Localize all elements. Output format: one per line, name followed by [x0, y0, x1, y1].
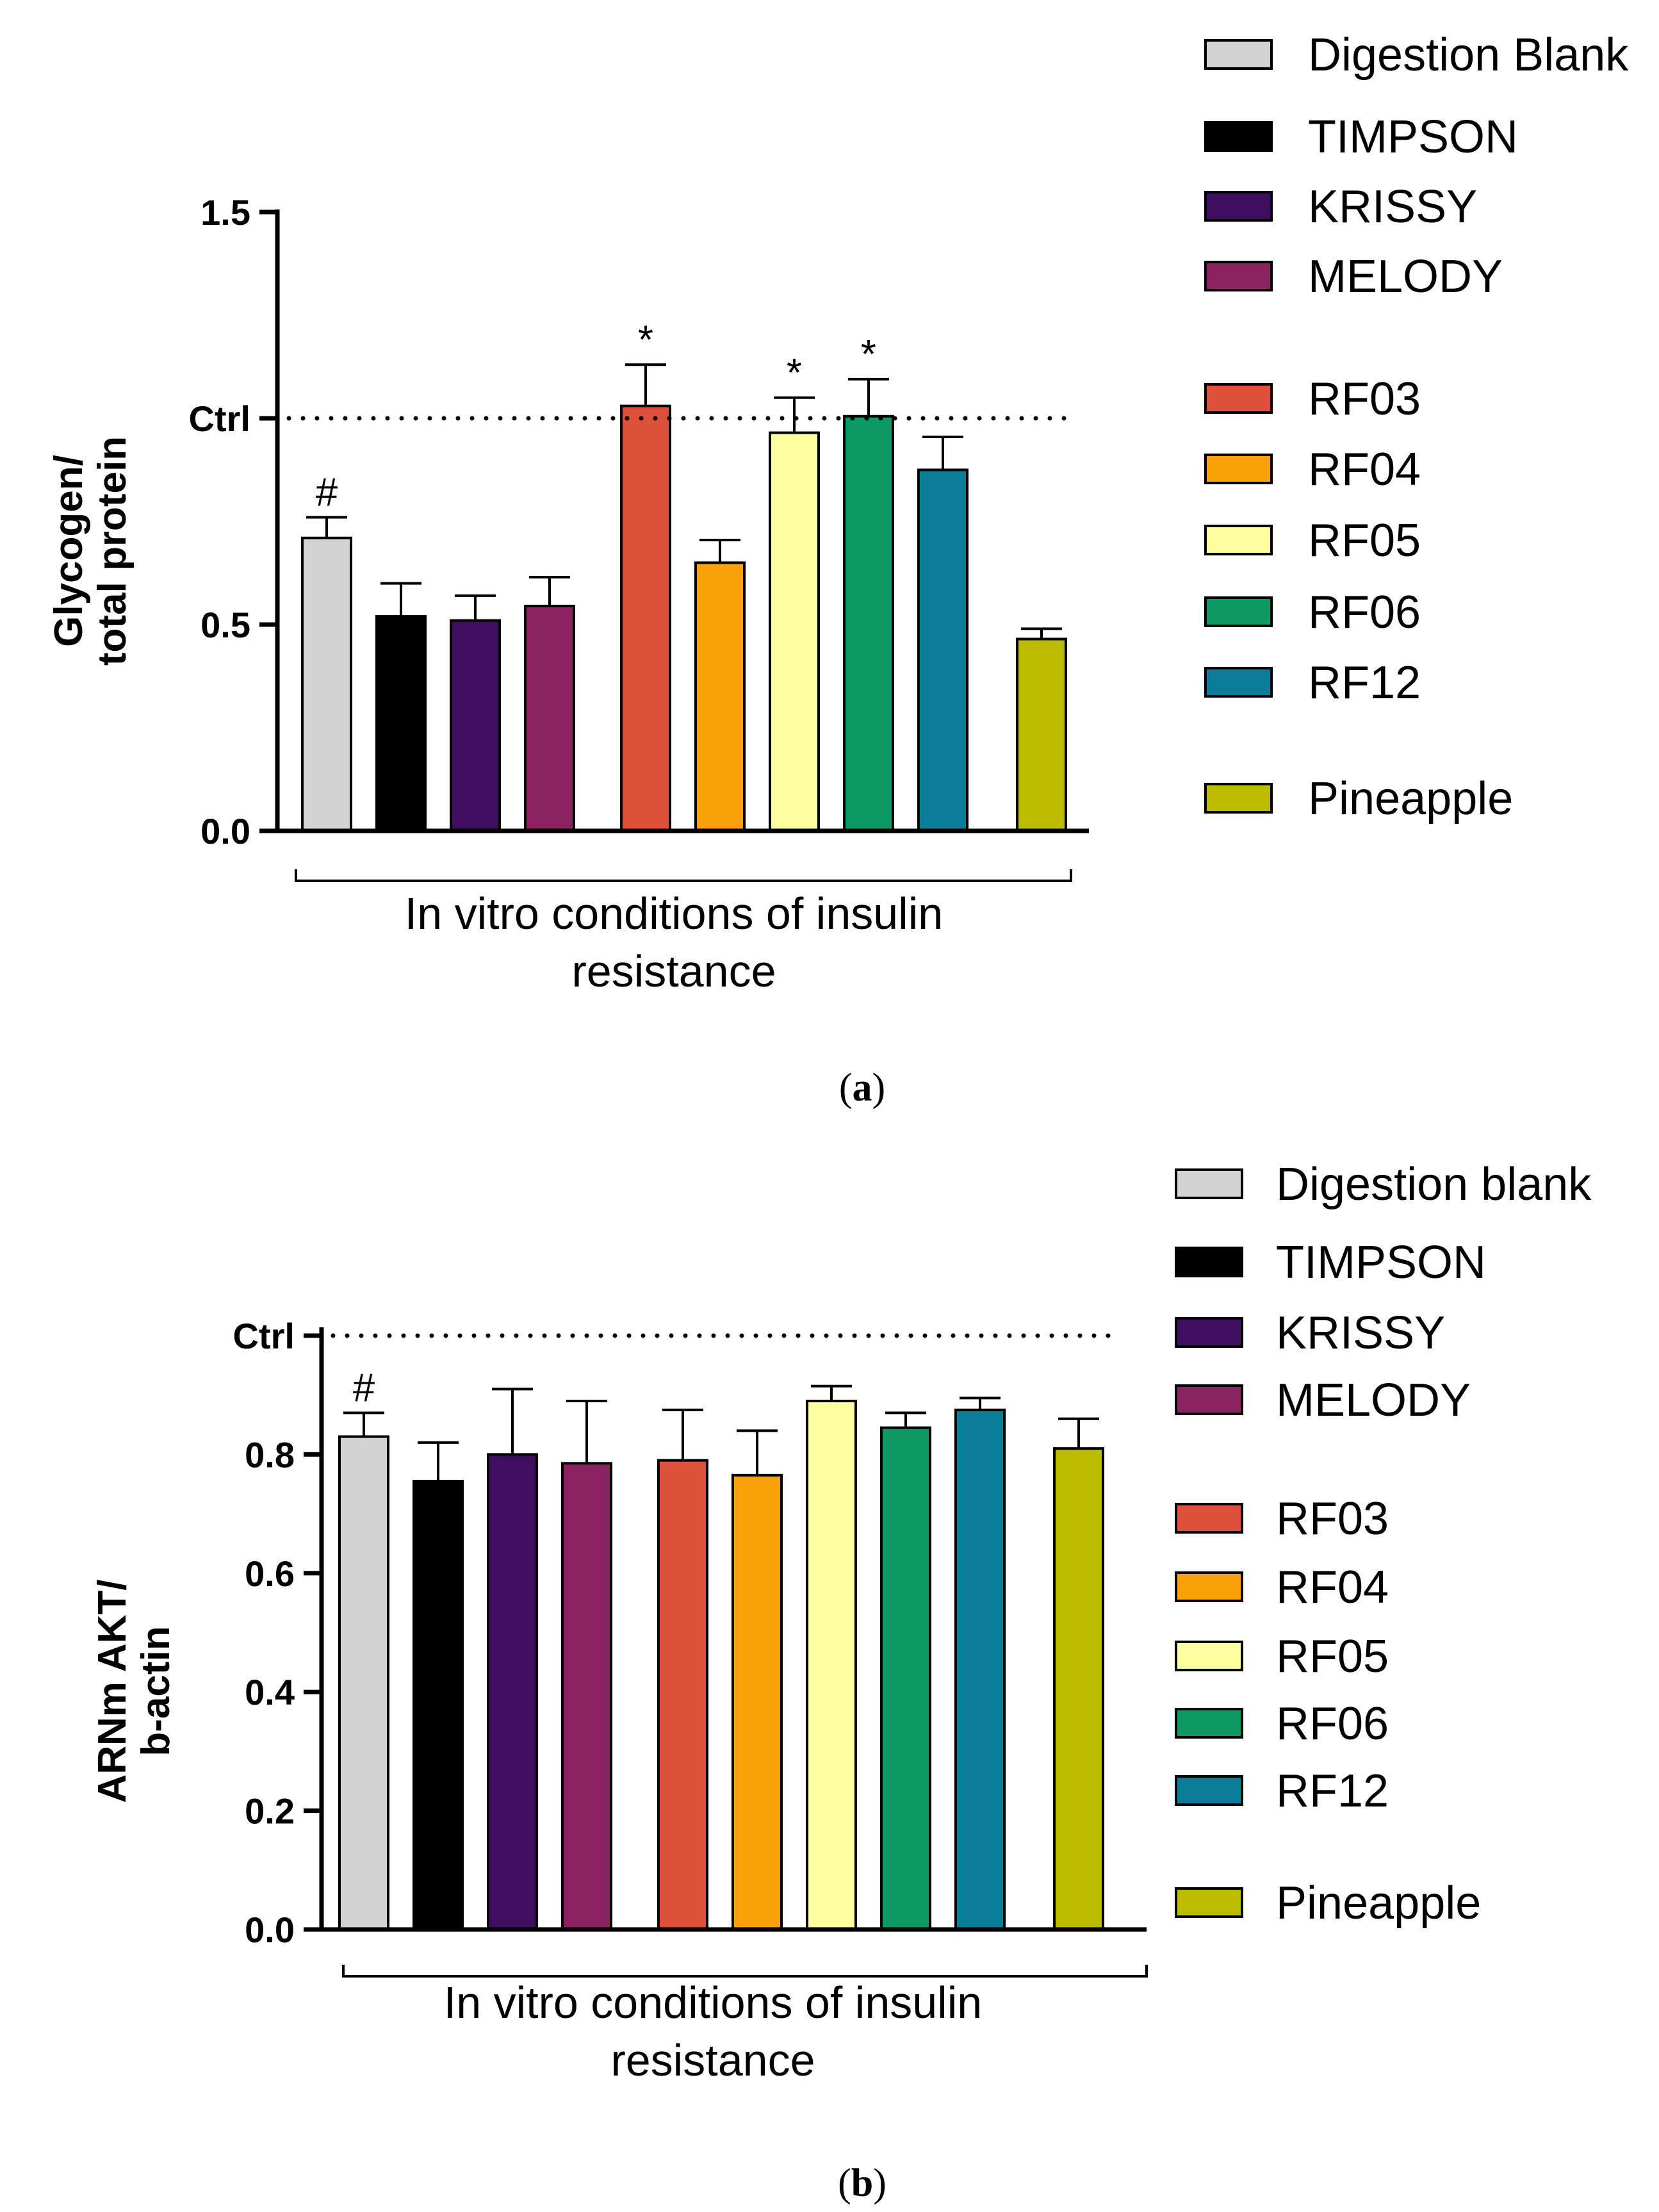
bar-a-4: [620, 404, 671, 832]
legend-label-a-6: RF05: [1308, 515, 1421, 566]
legend-label-a-4: RF03: [1308, 373, 1421, 425]
legend-swatch-b-2: [1175, 1317, 1243, 1348]
legend-label-a-0: Digestion Blank: [1308, 29, 1629, 81]
legend-label-b-4: RF03: [1276, 1493, 1389, 1544]
legend-swatch-b-6: [1175, 1641, 1243, 1671]
panel-a-y-axis-title-line1: Glycogen/: [47, 455, 91, 647]
group-bracket-a: [295, 869, 1072, 882]
legend-swatch-b-0: [1175, 1168, 1243, 1199]
panel-b-legend: Digestion blank TIMPSON KRISSY MELODY RF03 RF…: [1175, 1159, 1592, 1929]
panel-b-caption-letter: b: [851, 2161, 873, 2205]
panel-b-axes: 0.0 0.2 0.4 0.6 0.8 Ctrl: [233, 1316, 1148, 1978]
legend-label-a-7: RF06: [1308, 587, 1421, 638]
panel-a-legend: Digestion Blank TIMPSON KRISSY MELODY RF03 RF…: [1204, 29, 1629, 824]
bar-b-3: [561, 1462, 612, 1931]
y-tick-label-a-0: 0.0: [200, 811, 250, 851]
annotation-b-0: #: [353, 1366, 375, 1411]
bar-a-2: [450, 619, 501, 832]
panel-a-y-axis-title-line2: total protein: [90, 436, 135, 666]
y-tick-label-b-1: 0.2: [245, 1791, 295, 1831]
annotation-a-6: *: [787, 351, 802, 395]
legend-label-b-5: RF04: [1276, 1562, 1389, 1613]
bar-b-4: [657, 1459, 708, 1931]
y-tick-label-b-0: 0.0: [245, 1910, 295, 1950]
legend-swatch-b-5: [1175, 1571, 1243, 1602]
legend-label-b-6: RF05: [1276, 1631, 1389, 1682]
legend-label-b-1: TIMPSON: [1276, 1237, 1486, 1288]
legend-swatch-a-7: [1204, 596, 1273, 627]
panel-a-x-group-label-line1: In vitro conditions of insulin: [405, 889, 943, 938]
panel-a-x-group-label-line2: resistance: [571, 946, 776, 996]
bar-b-7: [880, 1426, 931, 1931]
legend-label-a-2: KRISSY: [1308, 181, 1477, 233]
panel-a-glycogen-chart: # * * * 0.0 0.5 1.5 Ctrl Glycogen/ total prote…: [47, 29, 1629, 1110]
legend-label-a-3: MELODY: [1308, 251, 1503, 302]
legend-label-a-1: TIMPSON: [1308, 111, 1518, 163]
ctrl-label-b: Ctrl: [233, 1316, 295, 1356]
bar-a-9: [1016, 637, 1067, 832]
legend-label-b-8: RF12: [1276, 1766, 1389, 1817]
panel-a-bars: # * * *: [301, 318, 1067, 833]
annotation-a-0: #: [316, 471, 338, 515]
bar-a-1: [375, 615, 427, 832]
y-tick-label-a-2: 1.5: [200, 192, 250, 233]
legend-swatch-a-9: [1204, 783, 1273, 814]
legend-label-b-0: Digestion blank: [1276, 1159, 1592, 1210]
bar-b-9: [1053, 1447, 1104, 1931]
y-tick-label-a-1: 0.5: [200, 605, 250, 645]
legend-swatch-a-4: [1204, 383, 1273, 414]
y-tick-label-b-3: 0.6: [245, 1553, 295, 1594]
legend-swatch-a-5: [1204, 454, 1273, 484]
legend-swatch-a-1: [1204, 121, 1273, 152]
panel-b-x-group-label-line2: resistance: [610, 2035, 815, 2085]
group-bracket-b: [342, 1965, 1148, 1978]
bar-a-7: [843, 414, 894, 832]
ctrl-label-a: Ctrl: [189, 398, 250, 439]
legend-swatch-a-8: [1204, 667, 1273, 698]
panel-a-caption: (a): [839, 1066, 885, 1110]
panel-a-axes: 0.0 0.5 1.5 Ctrl: [189, 192, 1089, 882]
y-tick-label-b-2: 0.4: [245, 1672, 295, 1712]
panel-b-x-group-label-line1: In vitro conditions of insulin: [444, 1978, 982, 2028]
panel-b-y-axis-title-line2: b-actin: [134, 1626, 178, 1756]
legend-label-a-9: Pineapple: [1308, 773, 1513, 824]
bar-b-2: [487, 1453, 538, 1931]
legend-swatch-a-3: [1204, 261, 1273, 291]
bar-b-0: [338, 1435, 389, 1931]
legend-swatch-b-4: [1175, 1503, 1243, 1534]
bar-a-3: [524, 605, 575, 833]
legend-swatch-b-8: [1175, 1775, 1243, 1806]
legend-label-b-9: Pineapple: [1276, 1878, 1481, 1929]
legend-label-b-2: KRISSY: [1276, 1307, 1445, 1359]
bar-a-5: [694, 561, 746, 833]
bar-a-0: [301, 536, 352, 832]
legend-swatch-b-9: [1175, 1887, 1243, 1918]
legend-swatch-a-0: [1204, 39, 1273, 70]
legend-swatch-a-2: [1204, 191, 1273, 222]
panel-b-caption: (b): [838, 2161, 887, 2205]
legend-swatch-b-1: [1175, 1247, 1243, 1277]
bar-a-6: [769, 431, 820, 832]
bar-b-5: [731, 1473, 783, 1931]
legend-label-b-7: RF06: [1276, 1698, 1389, 1749]
legend-swatch-a-6: [1204, 525, 1273, 555]
legend-label-b-3: MELODY: [1276, 1375, 1471, 1426]
legend-label-a-5: RF04: [1308, 444, 1421, 495]
annotation-a-7: *: [861, 332, 876, 377]
panel-b-bars: #: [338, 1366, 1104, 1931]
legend-swatch-b-7: [1175, 1708, 1243, 1739]
bar-b-1: [413, 1480, 464, 1931]
bar-a-8: [917, 468, 968, 832]
y-tick-label-b-4: 0.8: [245, 1434, 295, 1475]
bar-b-6: [806, 1399, 857, 1931]
bar-b-8: [954, 1408, 1006, 1931]
panel-b-y-axis-title-line1: ARNm AKT/: [90, 1579, 135, 1803]
legend-label-a-8: RF12: [1308, 657, 1421, 709]
legend-swatch-b-3: [1175, 1384, 1243, 1415]
panel-a-caption-letter: a: [853, 1066, 872, 1110]
annotation-a-4: *: [638, 318, 653, 362]
